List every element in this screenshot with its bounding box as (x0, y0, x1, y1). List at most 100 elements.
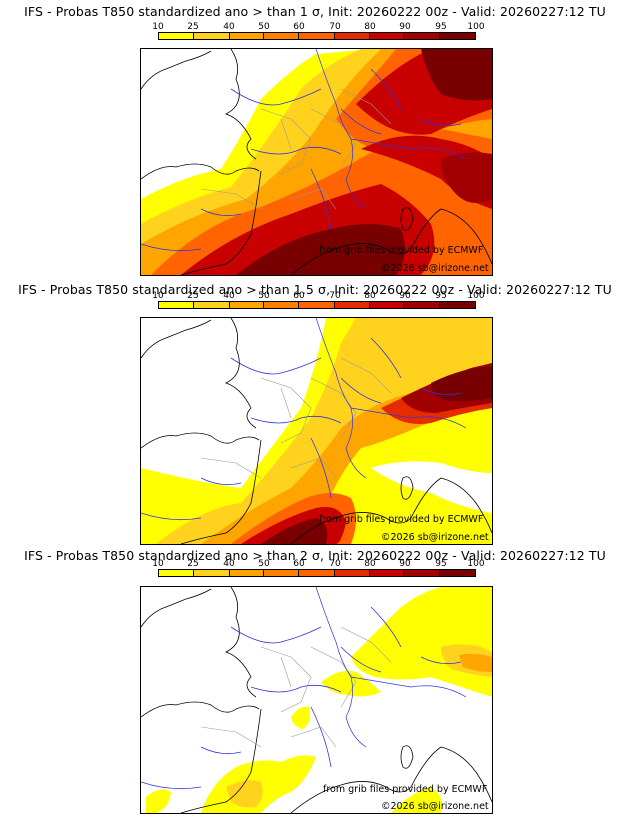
scale-swatch (299, 570, 335, 576)
prob-zone-95 (236, 224, 405, 275)
scale-swatch (264, 33, 300, 39)
scale-tick-label: 50 (258, 559, 270, 569)
scale-swatch (404, 33, 441, 39)
panel-3-title: IFS - Probas T850 standardized ano > tha… (24, 548, 606, 563)
scale-tick-label: 70 (329, 559, 341, 569)
probability-map-3 (141, 587, 492, 813)
scale-tick-label: 100 (467, 291, 485, 301)
admin-borders (200, 88, 392, 210)
prob-zone-10c (291, 706, 311, 729)
panel-3-map: from grib files provided by ECMWF ©2026 … (140, 586, 493, 814)
prob-zone-95c (441, 152, 492, 203)
source-credit: from grib files provided by ECMWF (319, 245, 484, 256)
prob-zone-10-hole (371, 461, 492, 513)
admin-borders (200, 357, 392, 479)
copyright-credit: ©2026 sb@irizone.net (381, 263, 489, 274)
scale-swatch (299, 302, 335, 308)
coastline (141, 318, 492, 544)
probability-map-1 (141, 49, 492, 275)
scale-tick-label: 100 (467, 22, 485, 32)
scale-swatch (440, 302, 476, 308)
panel-1-title: IFS - Probas T850 standardized ano > tha… (24, 4, 606, 19)
prob-zone-40 (459, 653, 492, 672)
copyright-credit: ©2026 sb@irizone.net (381, 532, 489, 543)
scale-swatch (334, 33, 370, 39)
scale-tick-label: 25 (187, 22, 199, 32)
prob-zone-95b (421, 49, 492, 101)
scale-tick-label: 95 (435, 22, 447, 32)
scale-tick-label: 70 (329, 291, 341, 301)
scale-swatch (159, 33, 194, 39)
scale-swatch (404, 302, 441, 308)
scale-swatch (229, 33, 265, 39)
scale-swatch (264, 570, 300, 576)
scale-swatch (299, 33, 335, 39)
coastline (141, 587, 492, 813)
scale-tick-label: 10 (152, 559, 164, 569)
panel-2-color-scale: 10 25 40 50 60 70 80 90 95 100 (152, 291, 485, 311)
scale-swatch (229, 302, 265, 308)
country-borders (315, 49, 467, 210)
scale-swatch (369, 33, 405, 39)
rivers (141, 337, 462, 521)
scale-tick-label: 95 (435, 559, 447, 569)
scale-tick-label: 25 (187, 291, 199, 301)
source-credit: from grib files provided by ECMWF (323, 784, 488, 795)
source-credit: from grib files provided by ECMWF (319, 514, 484, 525)
scale-tick-label: 90 (399, 559, 411, 569)
prob-zone-95b (261, 518, 328, 544)
prob-zone-10e (146, 789, 171, 813)
scale-tick-label: 40 (223, 291, 235, 301)
scale-swatch (369, 570, 405, 576)
prob-zone-25b (226, 780, 263, 808)
copyright-credit: ©2026 sb@irizone.net (381, 801, 489, 812)
scale-swatch (159, 570, 194, 576)
color-scale-bar (158, 32, 476, 40)
prob-zone-95 (431, 366, 492, 402)
panel-2-title: IFS - Probas T850 standardized ano > tha… (18, 282, 612, 297)
panel-1-color-scale: 10 25 40 50 60 70 80 90 95 100 (152, 22, 485, 42)
scale-tick-label: 80 (364, 559, 376, 569)
scale-swatch (264, 302, 300, 308)
scale-swatch (404, 570, 441, 576)
country-borders (315, 318, 467, 479)
scale-tick-label: 80 (364, 291, 376, 301)
scale-tick-label: 90 (399, 22, 411, 32)
corsica-outline (400, 745, 414, 769)
corsica-outline (400, 207, 414, 231)
scale-swatch (369, 302, 405, 308)
scale-tick-label: 25 (187, 559, 199, 569)
scale-tick-label: 10 (152, 22, 164, 32)
scale-swatch (334, 570, 370, 576)
scale-swatch (440, 570, 476, 576)
admin-borders (200, 626, 392, 748)
corsica-outline (400, 476, 414, 500)
color-scale-bar (158, 569, 476, 577)
scale-tick-label: 50 (258, 22, 270, 32)
scale-tick-label: 40 (223, 559, 235, 569)
scale-tick-label: 95 (435, 291, 447, 301)
scale-tick-label: 60 (293, 559, 305, 569)
rivers (141, 68, 462, 252)
color-scale-bar (158, 301, 476, 309)
scale-tick-label: 40 (223, 22, 235, 32)
scale-tick-label: 70 (329, 22, 341, 32)
scale-tick-label: 90 (399, 291, 411, 301)
scale-swatch (440, 33, 476, 39)
coastline (141, 49, 492, 275)
scale-swatch (193, 302, 230, 308)
scale-swatch (193, 570, 230, 576)
scale-tick-label: 100 (467, 559, 485, 569)
scale-tick-label: 60 (293, 22, 305, 32)
scale-tick-label: 50 (258, 291, 270, 301)
rivers (141, 606, 462, 790)
prob-zone-25 (156, 318, 492, 544)
prob-zone-10f (391, 787, 443, 813)
scale-swatch (193, 33, 230, 39)
panel-1-map: from grib files provided by ECMWF ©2026 … (140, 48, 493, 276)
probability-map-2 (141, 318, 492, 544)
scale-tick-label: 10 (152, 291, 164, 301)
scale-swatch (334, 302, 370, 308)
scale-swatch (159, 302, 194, 308)
scale-tick-label: 60 (293, 291, 305, 301)
